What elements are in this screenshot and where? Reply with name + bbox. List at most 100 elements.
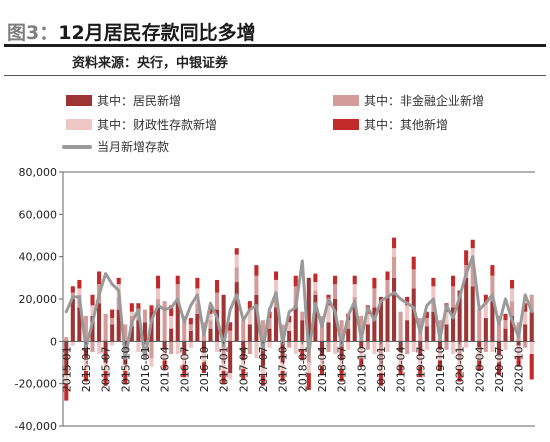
bar-segment-2: [411, 269, 416, 289]
bar-segment-2: [221, 341, 226, 363]
bar-segment-2: [169, 341, 174, 355]
bar-segment-4: [293, 275, 298, 287]
bar-segment-2: [90, 341, 95, 352]
bar-segment-4: [398, 364, 403, 376]
bar-segment-3: [300, 341, 305, 350]
bar-segment-3: [129, 311, 134, 316]
bar-segment-2: [424, 318, 429, 327]
bar-segment-2: [444, 341, 449, 350]
bar-segment-3: [490, 341, 495, 352]
bar-segment-2: [398, 311, 403, 342]
bar-segment-4: [103, 370, 108, 386]
bar-segment-1: [470, 286, 475, 342]
bar-segment-1: [228, 341, 233, 374]
bar-segment-4: [83, 370, 88, 382]
x-tick-label: 2015-01: [60, 346, 73, 392]
x-tick-label: 2019-10: [434, 346, 447, 392]
bar-segment-1: [352, 307, 357, 342]
bar-segment-3: [208, 313, 213, 321]
bar-segment-3: [365, 313, 370, 325]
bar-segment-4: [149, 305, 154, 312]
bar-segment-1: [201, 341, 206, 352]
bar-segment-4: [215, 279, 220, 293]
bar-segment-4: [260, 375, 265, 386]
bar-segment-4: [77, 279, 82, 289]
bar-segment-4: [359, 358, 364, 367]
bar-segment-1: [359, 341, 364, 348]
bar-segment-4: [496, 362, 501, 376]
bar-segment-1: [411, 288, 416, 342]
bar-segment-3: [431, 286, 436, 299]
bar-segment-3: [333, 341, 338, 355]
bar-segment-4: [162, 360, 167, 369]
bar-segment-3: [241, 360, 246, 369]
bar-segment-2: [529, 294, 534, 312]
x-tick-label: 2020-01: [454, 346, 467, 392]
bar-segment-3: [64, 375, 69, 384]
bar-segment-1: [392, 277, 397, 342]
bar-segment-4: [116, 277, 121, 285]
bar-segment-4: [97, 271, 102, 285]
bar-segment-1: [267, 328, 272, 342]
bar-segment-3: [437, 349, 442, 361]
bar-segment-3: [280, 362, 285, 371]
bar-segment-4: [175, 275, 180, 285]
bar-segment-4: [411, 256, 416, 270]
bar-segment-1: [300, 320, 305, 342]
bar-segment-3: [496, 354, 501, 363]
bar-segment-2: [142, 309, 147, 323]
bar-segment-4: [457, 368, 462, 382]
bar-segment-1: [333, 299, 338, 342]
bar-segment-4: [529, 354, 534, 380]
bar-segment-4: [313, 273, 318, 283]
title-rule: [4, 44, 546, 47]
bar-segment-4: [228, 322, 233, 331]
bar-segment-1: [70, 299, 75, 342]
bar-segment-1: [77, 307, 82, 342]
bar-segment-2: [110, 318, 115, 325]
bar-segment-3: [346, 341, 351, 350]
figure-label: 图3：: [7, 22, 59, 44]
bar-segment-3: [385, 341, 390, 352]
bar-segment-1: [110, 324, 115, 342]
bar-segment-1: [424, 326, 429, 342]
bar-segment-3: [287, 322, 292, 331]
bar-segment-3: [110, 341, 115, 346]
bar-segment-1: [490, 301, 495, 342]
bar-segment-1: [444, 324, 449, 342]
bar-segment-3: [162, 349, 167, 361]
bar-segment-4: [110, 309, 115, 319]
bar-segment-3: [523, 311, 528, 325]
bar-segment-4: [385, 271, 390, 280]
bar-segment-3: [352, 284, 357, 297]
bar-segment-2: [182, 315, 187, 342]
bar-segment-3: [306, 362, 311, 374]
bar-segment-3: [221, 362, 226, 371]
x-tick-label: 2020-10: [513, 346, 526, 392]
y-tick-label: 40,000: [19, 251, 58, 264]
bar-segment-2: [83, 315, 88, 342]
bar-segment-1: [162, 341, 167, 350]
bar-segment-2: [523, 341, 528, 348]
bar-segment-1: [260, 341, 265, 367]
bar-segment-2: [313, 290, 318, 295]
bar-segment-2: [293, 286, 298, 306]
bar-segment-4: [523, 303, 528, 312]
bar-segment-1: [247, 324, 252, 342]
bar-segment-4: [254, 265, 259, 276]
bar-segment-4: [208, 307, 213, 314]
bar-segment-3: [142, 341, 147, 348]
bar-segment-3: [424, 341, 429, 350]
bar-segment-3: [215, 341, 220, 352]
bar-segment-1: [313, 294, 318, 342]
bar-segment-2: [326, 341, 331, 352]
bar-segment-4: [503, 313, 508, 321]
y-tick-label: 20,000: [19, 293, 58, 306]
bar-segment-2: [175, 284, 180, 302]
bar-segment-1: [287, 330, 292, 342]
bar-segment-4: [201, 362, 206, 374]
bar-segment-2: [260, 320, 265, 342]
bar-segment-1: [457, 290, 462, 342]
source-rule: [4, 75, 546, 76]
bar-segment-2: [385, 279, 390, 297]
